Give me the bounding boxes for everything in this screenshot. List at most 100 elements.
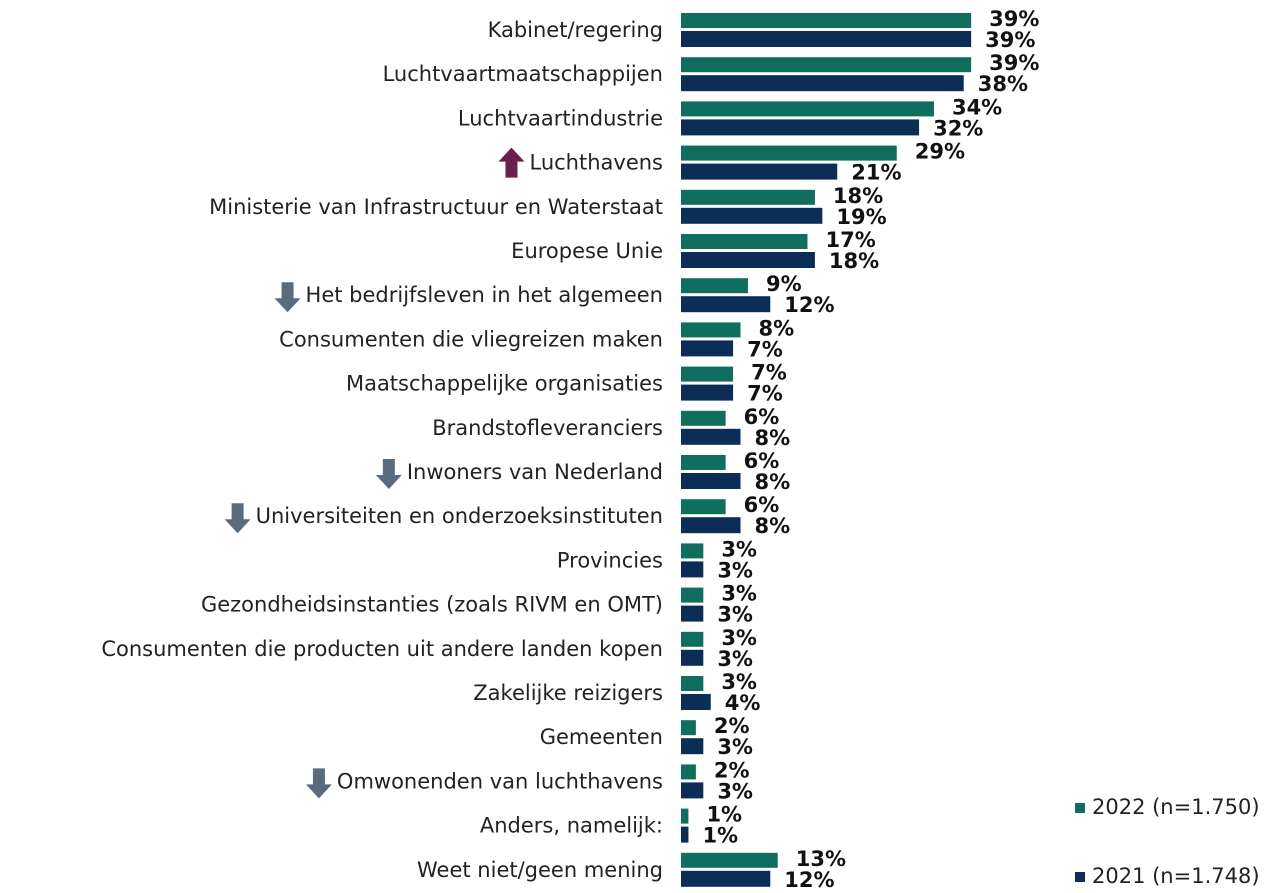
category-label: Zakelijke reizigers <box>473 681 663 705</box>
bar <box>681 455 726 470</box>
bar <box>681 163 838 180</box>
bar <box>681 252 815 268</box>
value-label: 3% <box>721 537 757 561</box>
arrow-down <box>224 503 251 534</box>
bar <box>681 384 734 401</box>
legend-label: 2022 (n=1.750) <box>1092 795 1260 819</box>
category-label: Consumenten die producten uit andere lan… <box>101 637 663 661</box>
category-label: Universiteiten en onderzoeksinstituten <box>256 504 663 528</box>
category-label: Europese Unie <box>511 239 663 263</box>
value-label: 39% <box>985 28 1035 52</box>
bar <box>681 234 808 249</box>
bar <box>681 410 726 426</box>
value-label: 13% <box>796 847 846 871</box>
arrow-down <box>305 768 332 799</box>
category-label: Luchthavens <box>529 151 663 175</box>
bar <box>681 587 704 603</box>
bar <box>681 764 696 780</box>
legend-label: 2021 (n=1.748) <box>1092 864 1260 888</box>
value-label: 6% <box>744 405 780 429</box>
value-label: 1% <box>706 803 742 827</box>
category-label: Anders, namelijk: <box>480 814 663 838</box>
value-label: 3% <box>721 670 757 694</box>
arrow-up <box>498 147 525 178</box>
bar <box>681 543 704 559</box>
bar <box>681 75 964 92</box>
bar <box>681 720 696 736</box>
value-label: 39% <box>989 51 1039 75</box>
bar <box>681 322 741 338</box>
bar <box>681 57 972 73</box>
value-label: 8% <box>755 426 791 450</box>
bar <box>681 852 778 868</box>
value-label: 3% <box>717 603 753 627</box>
bar <box>681 31 972 47</box>
value-label: 6% <box>744 493 780 517</box>
bar <box>681 119 920 136</box>
legend-swatch <box>1075 872 1085 882</box>
bar <box>681 296 771 313</box>
bar <box>681 694 711 710</box>
bar <box>681 517 741 534</box>
bar <box>681 473 741 489</box>
value-label: 29% <box>915 140 965 164</box>
category-label: Maatschappelijke organisaties <box>346 372 663 396</box>
bar <box>681 189 815 205</box>
value-label: 4% <box>725 691 761 715</box>
bar <box>681 145 897 161</box>
bar <box>681 649 704 666</box>
value-label: 2% <box>714 758 750 782</box>
arrow-down <box>274 282 301 313</box>
category-label: Brandstofleveranciers <box>432 416 663 440</box>
value-label: 8% <box>755 514 791 538</box>
value-label: 3% <box>721 582 757 606</box>
value-label: 3% <box>717 647 753 671</box>
bar <box>681 101 934 117</box>
category-label: Luchtvaartmaatschappijen <box>383 62 663 86</box>
value-label: 7% <box>747 337 783 361</box>
value-label: 18% <box>833 184 883 208</box>
value-label: 12% <box>784 868 834 892</box>
value-label: 1% <box>702 824 738 848</box>
bar <box>681 428 741 445</box>
bar <box>681 605 704 622</box>
bar <box>681 207 823 224</box>
category-label: Omwonenden van luchthavens <box>337 769 663 793</box>
bar <box>681 278 748 294</box>
value-label: 2% <box>714 714 750 738</box>
value-label: 3% <box>717 779 753 803</box>
value-label: 38% <box>978 72 1028 96</box>
bar <box>681 499 726 515</box>
value-label: 21% <box>851 161 901 185</box>
category-label: Gezondheidsinstanties (zoals RIVM en OMT… <box>201 593 663 617</box>
bar <box>681 13 972 28</box>
bar <box>681 808 689 824</box>
arrow-down <box>375 459 402 489</box>
category-label: Gemeenten <box>540 725 663 749</box>
value-label: 18% <box>829 249 879 273</box>
value-label: 34% <box>952 95 1002 119</box>
value-label: 39% <box>989 7 1039 31</box>
bar <box>681 366 734 382</box>
value-label: 8% <box>755 470 791 494</box>
value-label: 9% <box>766 272 802 296</box>
bar <box>681 738 704 755</box>
value-label: 32% <box>933 116 983 140</box>
value-label: 19% <box>836 205 886 229</box>
category-label: Kabinet/regering <box>488 18 663 42</box>
value-label: 3% <box>721 626 757 650</box>
category-label: Het bedrijfsleven in het algemeen <box>306 283 663 307</box>
value-label: 8% <box>759 316 795 340</box>
category-label: Inwoners van Nederland <box>407 460 663 484</box>
category-label: Provincies <box>557 548 663 572</box>
category-label: Ministerie van Infrastructuur en Waterst… <box>209 195 663 219</box>
bar <box>681 340 734 357</box>
value-label: 3% <box>717 735 753 759</box>
value-label: 7% <box>747 382 783 406</box>
category-label: Consumenten die vliegreizen maken <box>279 327 663 351</box>
bar <box>681 870 771 887</box>
category-label: Weet niet/geen mening <box>417 858 663 882</box>
value-label: 12% <box>784 293 834 317</box>
value-label: 7% <box>751 361 787 385</box>
